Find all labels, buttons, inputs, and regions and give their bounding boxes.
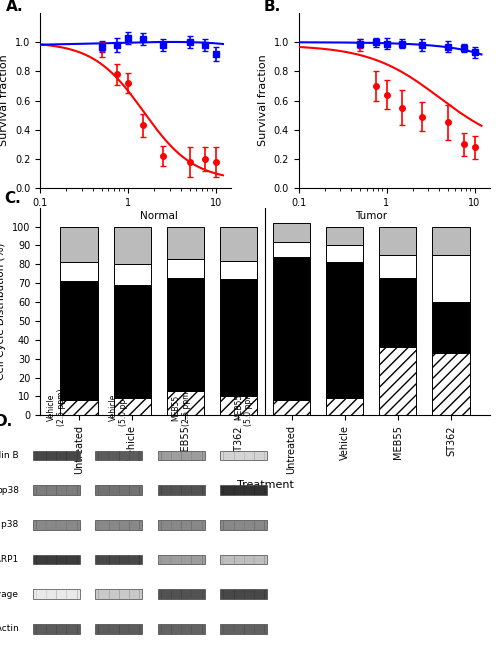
Y-axis label: Survival fraction: Survival fraction [258, 55, 268, 147]
Bar [166, 391, 204, 415]
Bar [379, 347, 416, 415]
Y-axis label: Survival fraction: Survival fraction [0, 55, 10, 147]
Text: MEB55
(5.0 ppm): MEB55 (5.0 ppm) [234, 389, 254, 426]
Bar [166, 278, 204, 391]
X-axis label: ST362 (ppm): ST362 (ppm) [358, 214, 430, 223]
Bar [326, 398, 364, 415]
Bar [326, 227, 364, 245]
Bar [96, 589, 142, 599]
X-axis label: Treatment: Treatment [236, 480, 294, 489]
Bar [220, 624, 267, 633]
Bar [432, 227, 470, 255]
Bar [432, 353, 470, 415]
Bar [379, 255, 416, 278]
Bar [326, 262, 364, 398]
Bar [114, 227, 151, 264]
Bar [96, 520, 142, 530]
Bar [158, 624, 204, 633]
Text: cleavage: cleavage [0, 589, 19, 598]
Bar [220, 485, 267, 495]
Bar [166, 259, 204, 278]
Bar [33, 555, 80, 564]
Bar [432, 302, 470, 353]
Bar [114, 285, 151, 398]
Bar [33, 485, 80, 495]
Bar [273, 400, 310, 415]
Text: C.: C. [4, 191, 21, 206]
Text: Vehicle
(2.5 ppm): Vehicle (2.5 ppm) [46, 389, 66, 426]
Text: Total p38: Total p38 [0, 520, 19, 530]
Bar [114, 398, 151, 415]
Bar [220, 589, 267, 599]
Y-axis label: Cell Cycle Distribution (%): Cell Cycle Distribution (%) [0, 243, 6, 380]
Bar [158, 520, 204, 530]
Bar [96, 624, 142, 633]
Text: pp38: pp38 [0, 485, 19, 495]
Bar [326, 245, 364, 262]
Text: Cyclin B: Cyclin B [0, 451, 19, 460]
Text: Normal: Normal [140, 211, 177, 221]
Bar [220, 555, 267, 564]
Bar [220, 260, 257, 280]
Bar [379, 278, 416, 347]
Text: β-Actin: β-Actin [0, 624, 19, 633]
Text: B.: B. [264, 0, 281, 14]
Bar [158, 451, 204, 460]
Bar [432, 255, 470, 302]
Bar [220, 397, 257, 415]
Bar [220, 227, 257, 260]
Bar [158, 589, 204, 599]
Bar [96, 451, 142, 460]
Bar [273, 257, 310, 400]
Text: D.: D. [0, 414, 13, 429]
Bar [60, 400, 98, 415]
Bar [379, 227, 416, 255]
Bar [33, 624, 80, 633]
Text: MEB55
(2.5 ppm): MEB55 (2.5 ppm) [172, 389, 191, 426]
Bar [33, 520, 80, 530]
Bar [60, 262, 98, 281]
Bar [33, 589, 80, 599]
Text: A.: A. [6, 0, 23, 14]
Bar [60, 281, 98, 400]
Text: Vehicle
(5.0 ppm): Vehicle (5.0 ppm) [109, 389, 128, 426]
Bar [96, 555, 142, 564]
Bar [33, 451, 80, 460]
Bar [60, 227, 98, 262]
Bar [220, 520, 267, 530]
X-axis label: MEB55 ppm: MEB55 ppm [102, 214, 169, 223]
Bar [166, 227, 204, 259]
Bar [273, 223, 310, 241]
Text: PARP1: PARP1 [0, 555, 19, 564]
Bar [158, 555, 204, 564]
Text: Tumor: Tumor [355, 211, 388, 221]
Bar [96, 485, 142, 495]
Bar [220, 451, 267, 460]
Bar [114, 264, 151, 285]
Bar [273, 241, 310, 257]
Bar [158, 485, 204, 495]
Bar [220, 280, 257, 397]
